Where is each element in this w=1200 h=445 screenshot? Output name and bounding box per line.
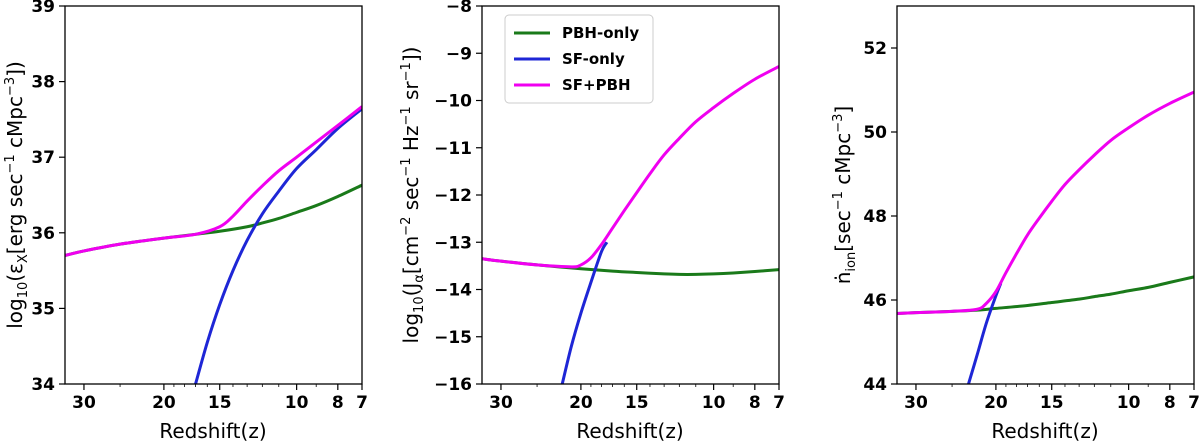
panel-1-ytick-label: −9 <box>446 44 472 64</box>
legend-label-pbh: PBH-only <box>562 24 639 42</box>
panel-2-series-sf-pbh <box>897 90 1194 315</box>
panel-0-plot: 34 35 36 37 38 39 30 20 15 10 8 7 <box>31 0 368 413</box>
panel-2-ticks: 44 46 48 50 52 30 20 15 10 8 7 <box>863 39 1200 413</box>
panel-1-ylabel: log10(Jα[cm−2 sec−1 Hz−1 sr−1]) <box>399 47 427 344</box>
panel-emissivity: 34 35 36 37 38 39 30 20 15 10 8 7 Redshift(z) log10… <box>3 0 368 443</box>
legend-entry-sf: SF-only <box>514 50 625 68</box>
panel-2-ytick-label: 46 <box>863 291 887 311</box>
panel-1-ytick-label: −8 <box>446 0 472 17</box>
panel-2-xtick-label: 20 <box>984 393 1008 413</box>
panel-0-xtick-label: 10 <box>285 393 309 413</box>
legend-entry-sfpbh: SF+PBH <box>514 76 631 94</box>
panel-1-ytick-label: −12 <box>434 186 472 206</box>
legend-box <box>504 14 654 104</box>
panel-1-series <box>482 65 779 384</box>
legend-label-sf: SF-only <box>562 50 625 68</box>
panel-2-series <box>897 90 1194 384</box>
panel-2-xlabel: Redshift(z) <box>991 419 1098 443</box>
panel-0-ytick-label: 35 <box>31 299 55 319</box>
panel-1-xtick-label: 15 <box>625 393 649 413</box>
panel-1-xlabel: Redshift(z) <box>576 419 683 443</box>
panel-0-xtick-label: 7 <box>356 393 368 413</box>
panel-2-xtick-label: 30 <box>904 393 928 413</box>
panel-1-xtick-label: 8 <box>749 393 761 413</box>
panel-0-ytick-label: 37 <box>31 148 55 168</box>
legend-label-sfpbh: SF+PBH <box>562 76 631 94</box>
panel-1-series-pbh-only <box>482 257 779 276</box>
legend-entry-pbh: PBH-only <box>514 24 639 42</box>
panel-0-series-sf-pbh <box>65 105 362 257</box>
panel-1-ytick-label: −15 <box>434 328 472 348</box>
panel-2-ytick-label: 52 <box>863 39 887 59</box>
panel-0-ylabel: log10(εX[erg sec−1 cMpc−3]) <box>3 61 31 329</box>
panel-2-series-pbh-only <box>897 275 1194 315</box>
panel-2-xtick-label: 10 <box>1117 393 1141 413</box>
legend: PBH-only SF-only SF+PBH <box>504 14 654 104</box>
panel-1-ytick-label: −13 <box>434 233 472 253</box>
panel-1-xtick-label: 30 <box>489 393 513 413</box>
panel-2-xtick-label: 15 <box>1040 393 1064 413</box>
panel-2-series-sf-only <box>967 282 1003 384</box>
panel-1-plot: −16 −15 −14 −13 −12 −11 −10 −9 −8 30 20 15 10 8 7 <box>434 0 785 413</box>
panel-1-xtick-label: 20 <box>569 393 593 413</box>
panel-2-plot: 44 46 48 50 52 30 20 15 10 8 7 <box>863 5 1200 413</box>
panel-0-xtick-label: 20 <box>152 393 176 413</box>
panel-2-xtick-label: 7 <box>1188 393 1200 413</box>
panel-1-series-sf-pbh <box>482 65 779 269</box>
panel-0-xtick-label: 15 <box>208 393 232 413</box>
panel-0-frame <box>64 5 363 385</box>
panel-2-ytick-label: 48 <box>863 207 887 227</box>
panel-1-ytick-label: −11 <box>434 139 472 159</box>
panel-1-ytick-label: −14 <box>434 281 472 301</box>
panel-1-series-sf-only <box>560 241 609 384</box>
panel-1-ticks: −16 −15 −14 −13 −12 −11 −10 −9 −8 30 20 15 10 8 7 <box>434 0 785 413</box>
panel-2-frame <box>896 5 1195 385</box>
panel-0-ytick-label: 36 <box>31 224 55 244</box>
panel-0-xtick-label: 8 <box>332 393 344 413</box>
panel-2-xtick-label: 8 <box>1164 393 1176 413</box>
panel-0-ytick-label: 38 <box>31 73 55 93</box>
panel-1-ytick-label: −10 <box>434 92 472 112</box>
panel-2-ylabel: ṅion[sec−1 cMpc−3] <box>831 106 859 285</box>
panel-0-xlabel: Redshift(z) <box>159 419 266 443</box>
panel-0-series-sf-only <box>194 107 362 384</box>
panel-1-frame <box>481 5 780 385</box>
panel-1-xtick-label: 10 <box>702 393 726 413</box>
panel-ionizing-rate: 44 46 48 50 52 30 20 15 10 8 7 Redshift(z) ṅion[se… <box>831 5 1200 443</box>
panel-2-ytick-label: 44 <box>863 375 887 395</box>
panel-0-ytick-label: 34 <box>31 375 55 395</box>
panel-1-xtick-label: 7 <box>773 393 785 413</box>
panel-0-ticks: 34 35 36 37 38 39 30 20 15 10 8 7 <box>31 0 368 413</box>
panel-1-ytick-label: −16 <box>434 375 472 395</box>
panel-2-ytick-label: 50 <box>863 123 887 143</box>
panel-0-ytick-label: 39 <box>31 0 55 17</box>
panel-0-series <box>65 105 362 384</box>
panel-0-xtick-label: 30 <box>72 393 96 413</box>
panel-lyman-alpha: −16 −15 −14 −13 −12 −11 −10 −9 −8 30 20 15 10 8 7 Reds… <box>399 0 785 443</box>
